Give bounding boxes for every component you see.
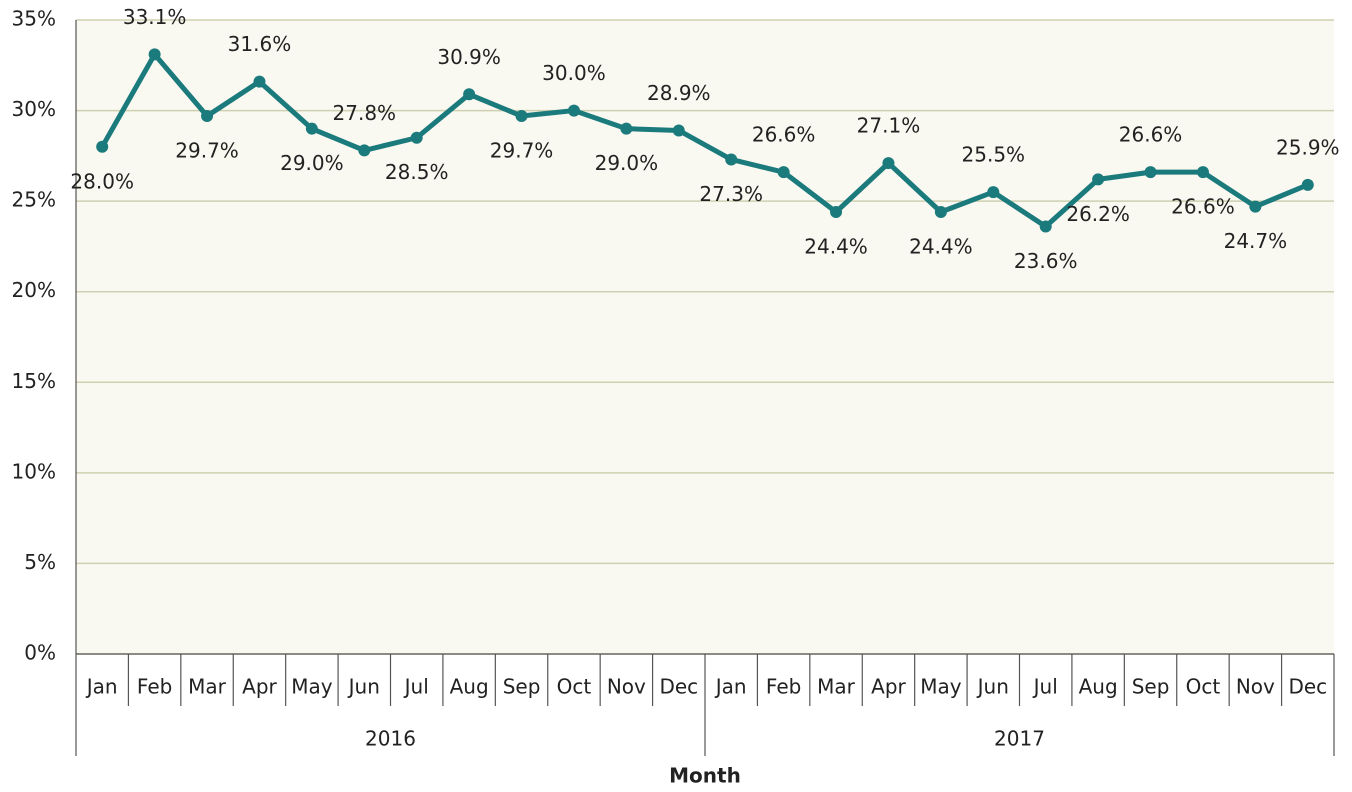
data-point (567, 104, 580, 117)
x-tick-label: Sep (503, 675, 541, 699)
x-tick-label: Aug (450, 675, 489, 699)
data-label: 24.4% (909, 235, 973, 259)
data-point (305, 122, 318, 135)
data-point (882, 157, 895, 170)
data-label: 29.0% (280, 151, 344, 175)
data-label: 26.2% (1066, 202, 1130, 226)
plot-area (76, 20, 1334, 654)
x-tick-label: Jul (1032, 675, 1058, 699)
y-tick-label: 20% (12, 278, 56, 302)
data-label: 25.5% (962, 143, 1026, 167)
data-point (1301, 178, 1314, 191)
y-tick-label: 0% (24, 641, 56, 665)
x-tick-label: Jan (85, 675, 118, 699)
data-label: 26.6% (1119, 123, 1183, 147)
y-tick-label: 10% (12, 459, 56, 483)
x-tick-label: Jan (714, 675, 747, 699)
data-point (358, 144, 371, 157)
x-tick-label: Apr (242, 675, 277, 699)
data-point (672, 124, 685, 137)
data-point (463, 88, 476, 101)
data-label: 29.7% (175, 139, 239, 163)
x-tick-label: May (291, 675, 333, 699)
x-tick-label: Nov (607, 675, 646, 699)
x-tick-label: Oct (1186, 675, 1221, 699)
data-label: 24.4% (804, 235, 868, 259)
data-label: 25.9% (1276, 135, 1340, 159)
data-point (1144, 166, 1157, 179)
y-tick-label: 15% (12, 369, 56, 393)
data-point (1196, 166, 1209, 179)
data-point (777, 166, 790, 179)
data-point (515, 110, 528, 123)
data-point (830, 206, 843, 219)
data-label: 29.0% (595, 151, 659, 175)
x-tick-label: Jun (976, 675, 1009, 699)
data-point (934, 206, 947, 219)
data-point (148, 48, 161, 61)
y-tick-label: 5% (24, 550, 56, 574)
data-label: 26.6% (752, 123, 816, 147)
x-tick-label: Dec (659, 675, 698, 699)
y-tick-label: 30% (12, 97, 56, 121)
x-tick-label: Aug (1079, 675, 1118, 699)
x-tick-label: Nov (1236, 675, 1275, 699)
data-point (253, 75, 266, 88)
x-tick-label: Jul (403, 675, 429, 699)
data-label: 28.0% (70, 169, 134, 193)
x-tick-label: Sep (1132, 675, 1170, 699)
x-tick-label: May (920, 675, 962, 699)
data-label: 29.7% (490, 139, 554, 163)
data-point (410, 131, 423, 144)
data-label: 28.5% (385, 160, 449, 184)
data-point (201, 110, 214, 123)
x-tick-label: Dec (1288, 675, 1327, 699)
x-tick-label: Feb (137, 675, 172, 699)
data-label: 27.1% (857, 114, 921, 138)
data-point (620, 122, 633, 135)
x-axis-title: Month (669, 764, 741, 788)
data-label: 30.9% (437, 45, 501, 69)
group-label: 2017 (994, 727, 1045, 751)
data-label: 33.1% (123, 5, 187, 29)
data-point (1039, 220, 1052, 233)
data-point (1092, 173, 1105, 186)
x-tick-label: Apr (871, 675, 906, 699)
data-point (96, 140, 109, 153)
data-label: 27.8% (333, 101, 397, 125)
x-tick-label: Oct (557, 675, 592, 699)
data-label: 28.9% (647, 81, 711, 105)
data-point (1249, 200, 1262, 213)
x-tick-label: Mar (188, 675, 227, 699)
data-label: 31.6% (228, 32, 292, 56)
group-label: 2016 (365, 727, 416, 751)
y-tick-label: 25% (12, 188, 56, 212)
data-label: 24.7% (1224, 229, 1288, 253)
data-line (100, 51, 1309, 230)
data-label: 26.6% (1171, 195, 1235, 219)
data-label: 23.6% (1014, 249, 1078, 273)
x-tick-label: Feb (766, 675, 801, 699)
data-label: 30.0% (542, 61, 606, 85)
y-tick-label: 35% (12, 7, 56, 31)
x-tick-label: Mar (817, 675, 856, 699)
x-tick-label: Jun (347, 675, 380, 699)
data-label: 27.3% (699, 182, 763, 206)
data-point (987, 186, 1000, 199)
data-point (725, 153, 738, 166)
